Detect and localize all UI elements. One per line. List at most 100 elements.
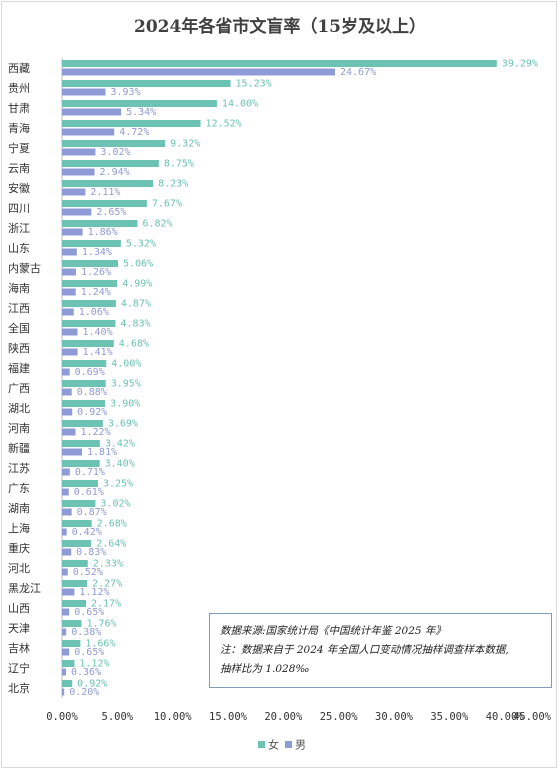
bar-male (62, 448, 83, 456)
category-label: 黑龙江 (8, 582, 41, 595)
bar-male (62, 248, 77, 256)
data-label-male: 1.24% (81, 287, 111, 298)
bar-female (62, 560, 88, 567)
category-label: 浙江 (8, 222, 30, 235)
bar-female (62, 340, 114, 347)
bar-female (62, 500, 96, 507)
x-tick-label: 0.00% (46, 711, 78, 723)
category-label: 江苏 (8, 462, 30, 475)
bar-male (62, 288, 76, 296)
bar-male (62, 628, 67, 636)
bar-male (62, 268, 76, 276)
bar-male (62, 168, 95, 176)
data-label-female: 6.82% (142, 219, 172, 230)
data-label-male: 2.94% (100, 167, 130, 178)
bar-female (62, 360, 107, 367)
data-label-male: 24.67% (340, 67, 376, 78)
x-tick-label: 5.00% (102, 711, 134, 723)
bar-male (62, 488, 69, 496)
bar-female (62, 240, 121, 247)
bar-male (62, 88, 106, 96)
category-label: 山西 (8, 602, 30, 615)
data-label-male: 1.26% (81, 267, 111, 278)
data-label-male: 1.40% (82, 327, 112, 338)
data-label-female: 39.29% (502, 59, 538, 70)
bar-female (62, 520, 92, 527)
data-label-male: 3.02% (100, 147, 130, 158)
bar-female (62, 100, 217, 107)
bar-female (62, 120, 201, 127)
bar-female (62, 400, 106, 407)
chart-title: 2024年各省市文盲率（15岁及以上） (134, 17, 426, 37)
category-label: 海南 (8, 281, 30, 295)
data-label-male: 0.88% (77, 387, 107, 398)
category-label: 重庆 (8, 541, 30, 555)
bar-female (62, 380, 106, 387)
bar-female (62, 260, 118, 267)
category-label: 贵州 (8, 82, 30, 95)
data-label-male: 0.65% (74, 607, 104, 618)
category-label: 西藏 (8, 62, 30, 75)
bar-female (62, 200, 147, 207)
data-label-male: 1.34% (82, 247, 112, 258)
data-label-male: 0.71% (75, 467, 105, 478)
bar-female (62, 620, 82, 627)
category-label: 陕西 (8, 341, 30, 355)
category-label: 青海 (8, 121, 30, 135)
category-label: 湖北 (8, 402, 30, 415)
data-label-female: 1.12% (79, 659, 109, 670)
data-label-female: 4.83% (120, 319, 150, 330)
data-label-female: 5.32% (126, 239, 156, 250)
bar-female (62, 60, 497, 67)
bar-male (62, 568, 68, 576)
data-label-male: 0.38% (71, 627, 101, 638)
data-label-female: 2.68% (97, 519, 127, 530)
data-label-male: 3.93% (110, 87, 140, 98)
category-label: 内蒙古 (8, 261, 41, 275)
data-label-female: 12.52% (206, 119, 242, 130)
data-label-male: 0.69% (75, 367, 105, 378)
bar-male (62, 588, 75, 596)
bar-male (62, 508, 72, 516)
data-label-male: 5.34% (126, 107, 156, 118)
category-label: 四川 (8, 202, 30, 215)
data-label-female: 3.95% (111, 379, 141, 390)
category-label: 上海 (8, 521, 30, 535)
note-line-2: 注：数据来自于 2024 年全国人口变动情况抽样调查样本数据, (220, 644, 509, 656)
category-label: 宁夏 (8, 141, 30, 155)
data-label-male: 1.22% (81, 427, 111, 438)
bar-female (62, 160, 159, 167)
bar-male (62, 408, 73, 416)
data-label-female: 15.23% (236, 79, 272, 90)
category-label: 河南 (8, 422, 30, 435)
bar-female (62, 180, 154, 187)
bar-female (62, 540, 92, 547)
data-label-female: 3.40% (105, 459, 135, 470)
data-label-female: 8.75% (164, 159, 194, 170)
bar-female (62, 580, 88, 587)
category-label: 辽宁 (8, 661, 30, 675)
data-label-male: 0.42% (72, 527, 102, 538)
data-label-male: 0.65% (74, 647, 104, 658)
bar-male (62, 148, 96, 156)
bar-male (62, 468, 70, 476)
data-label-female: 2.17% (91, 599, 121, 610)
category-label: 河北 (8, 562, 30, 575)
bar-female (62, 420, 103, 427)
bar-female (62, 460, 100, 467)
category-label: 安徽 (8, 181, 30, 195)
data-label-female: 1.66% (85, 639, 115, 650)
data-label-male: 1.41% (83, 347, 113, 358)
bar-male (62, 68, 336, 76)
bar-male (62, 128, 115, 136)
data-label-female: 3.69% (108, 419, 138, 430)
data-label-male: 1.86% (88, 227, 118, 238)
data-label-female: 4.68% (119, 339, 149, 350)
data-label-male: 0.36% (71, 667, 101, 678)
bar-male (62, 528, 67, 536)
data-label-female: 7.67% (152, 199, 182, 210)
category-label: 福建 (8, 361, 30, 375)
bar-female (62, 640, 81, 647)
category-label: 湖南 (8, 502, 30, 515)
bar-male (62, 228, 83, 236)
